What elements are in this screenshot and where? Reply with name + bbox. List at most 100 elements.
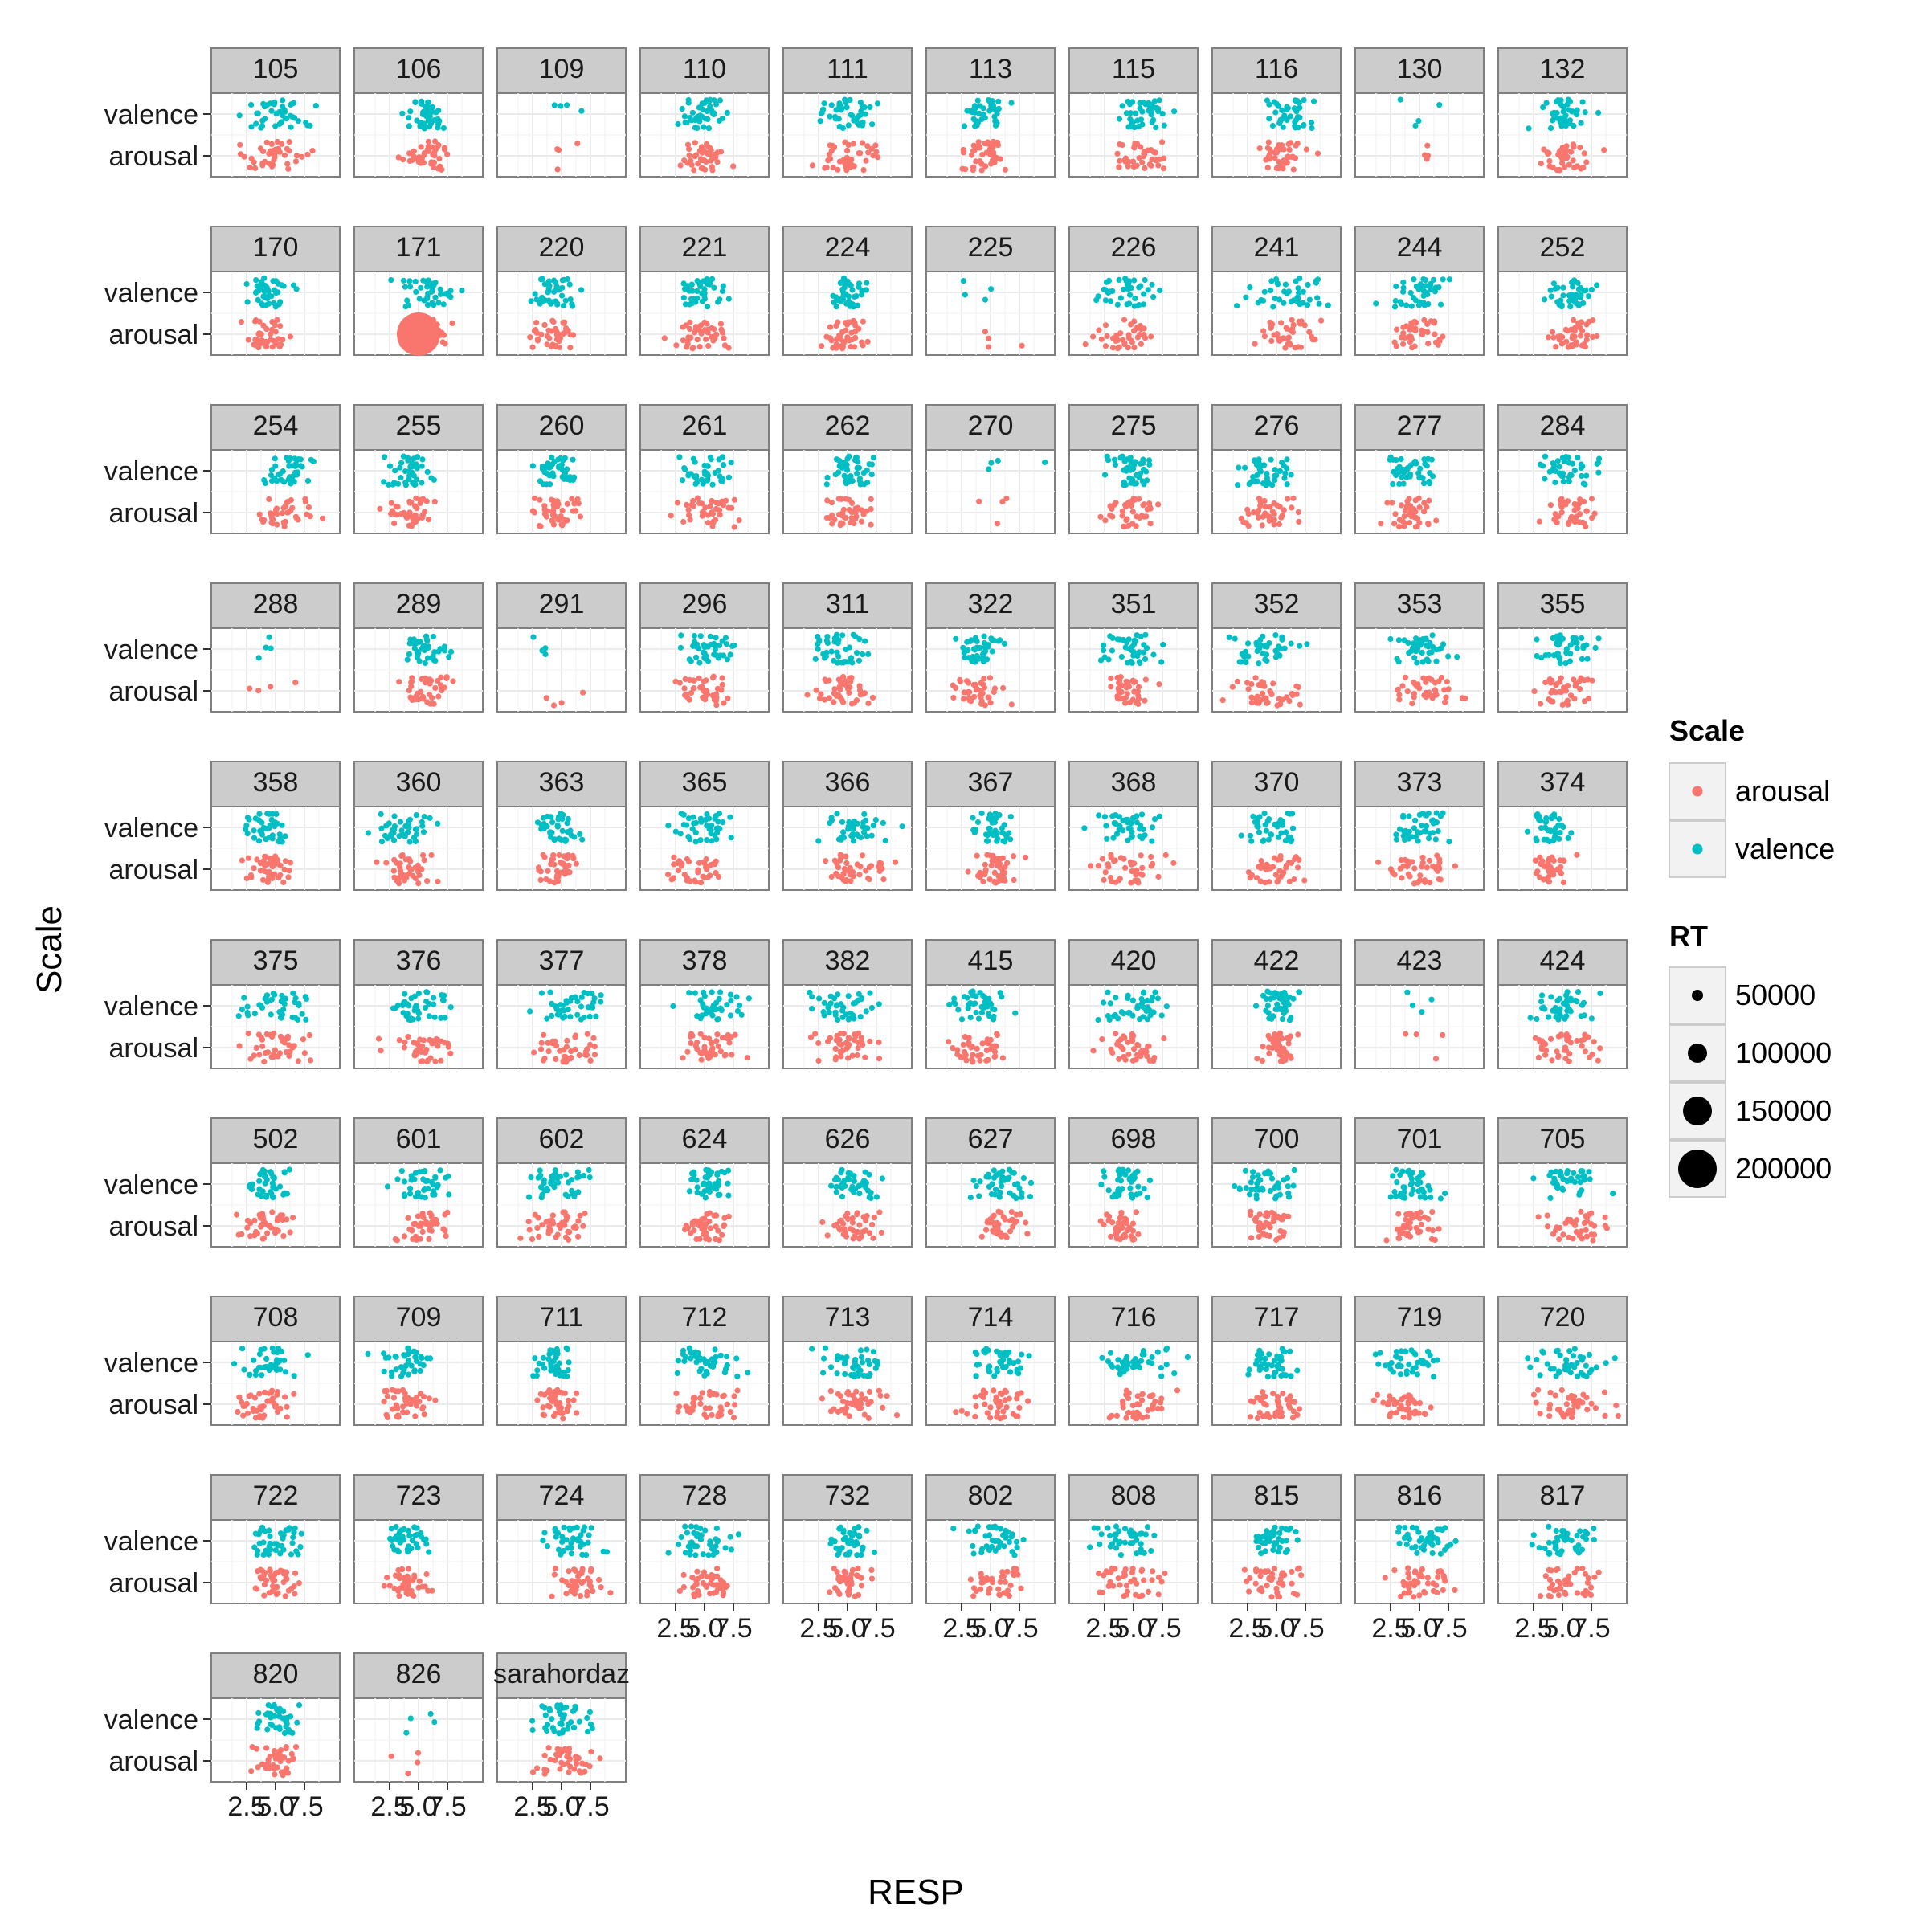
valence-point [1417,830,1423,835]
arousal-point [564,856,570,861]
valence-point [681,280,687,286]
valence-point [682,286,688,292]
arousal-point [246,1031,251,1036]
valence-point [1108,298,1113,304]
facet-panel-252: 252 [1498,227,1627,355]
valence-point [1390,481,1395,487]
valence-point [1106,278,1112,284]
arousal-point [1109,506,1114,512]
arousal-point [1296,509,1301,515]
valence-point [972,830,978,835]
valence-point [686,100,692,106]
valence-point [1438,302,1444,308]
facet-panel-116: 116 [1212,48,1341,177]
arousal-point [541,852,546,858]
valence-point [819,111,824,116]
valence-point [825,640,831,646]
arousal-point [684,694,690,700]
valence-point [427,124,432,129]
valence-point [420,644,426,650]
arousal-point [1161,165,1166,171]
valence-point [256,817,262,823]
arousal-point [1399,502,1404,508]
valence-point [1103,297,1109,303]
valence-point [424,294,430,300]
valence-point [1290,826,1296,831]
valence-point [303,1017,308,1023]
arousal-point [299,154,304,160]
valence-point [378,811,384,817]
valence-point [1262,289,1268,295]
valence-point [541,481,546,487]
facet-panel-113: 113 [926,48,1055,177]
arousal-point [1257,145,1263,151]
facet-label: 105 [253,54,299,84]
arousal-point [980,690,986,696]
arousal-point [1088,863,1093,868]
valence-point [1572,468,1578,473]
facet-label: 224 [825,232,871,263]
valence-point [1559,304,1565,309]
valence-point [1420,636,1426,642]
valence-point [245,1012,251,1018]
valence-point [728,998,733,1003]
arousal-point [1441,687,1447,692]
arousal-point [411,149,417,154]
valence-point [1150,651,1156,657]
valence-point [382,454,387,460]
valence-point [683,120,688,125]
arousal-point [549,497,554,503]
valence-point [686,815,692,821]
valence-point [567,1014,573,1019]
valence-point [388,831,394,837]
arousal-point [711,326,717,332]
arousal-point [701,1044,707,1050]
arousal-point [671,855,676,860]
valence-point [1284,117,1289,123]
valence-point [746,995,752,1001]
valence-point [1123,644,1129,650]
valence-point [1007,836,1013,842]
arousal-point [1397,517,1403,523]
valence-point [272,288,277,293]
valence-point [425,469,431,475]
valence-point [406,476,411,482]
arousal-point [449,321,455,326]
valence-point [268,1011,274,1017]
valence-point [701,1005,707,1011]
arousal-point [419,1048,424,1054]
arousal-point [1402,521,1407,527]
valence-point [693,820,699,826]
arousal-point [1099,337,1105,342]
arousal-point [1240,519,1246,525]
arousal-point [1427,858,1432,864]
arousal-point [1134,523,1139,529]
arousal-point [1583,524,1588,529]
valence-point [697,112,703,118]
valence-point [1526,125,1531,131]
arousal-point [844,148,850,153]
arousal-point [733,1032,738,1038]
arousal-point [1554,681,1559,687]
valence-point [1595,470,1601,476]
arousal-point [583,1049,589,1055]
valence-point [1268,831,1273,837]
valence-point [278,477,284,483]
arousal-point [406,509,412,515]
arousal-point [1422,877,1428,883]
valence-point [429,105,435,111]
facet-label: 254 [253,410,299,441]
arousal-point [1569,514,1575,520]
valence-point [1423,289,1428,295]
arousal-point [1155,501,1161,507]
arousal-point [556,338,562,344]
valence-point [582,1015,587,1020]
arousal-point [718,1048,724,1054]
arousal-point [402,1040,407,1045]
y-tick-label: valence [104,813,198,843]
arousal-point [270,864,276,869]
valence-point [1406,836,1411,842]
valence-point [864,280,869,286]
valence-point [1423,812,1428,818]
